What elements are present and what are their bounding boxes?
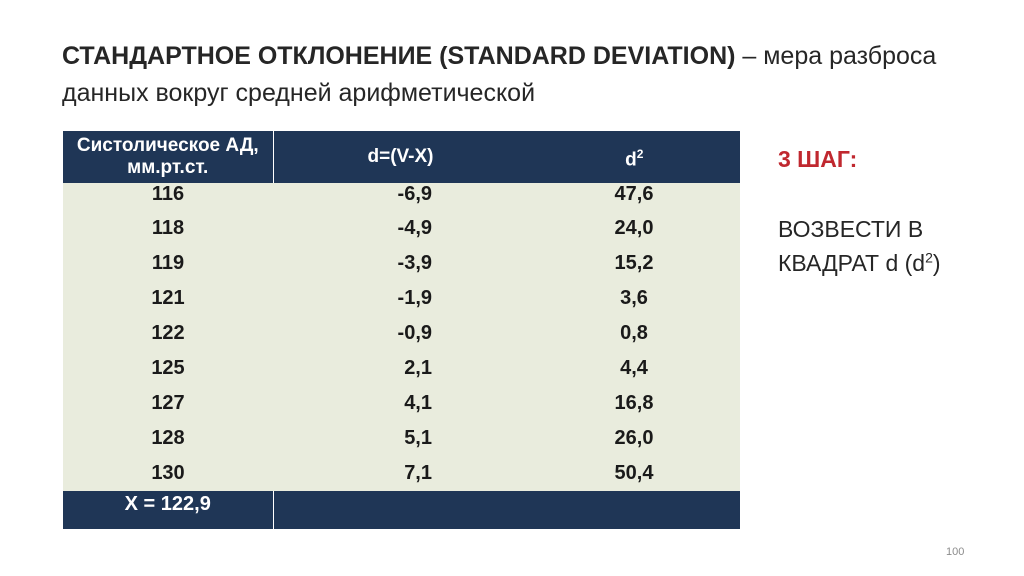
cell-blood-pressure: 119	[63, 246, 273, 281]
table-row: 121 -1,9 3,6	[63, 281, 740, 316]
slide-title-bold: СТАНДАРТНОЕ ОТКЛОНЕНИЕ (STANDARD DEVIATI…	[62, 42, 736, 70]
cell-deviation: -0,9	[273, 316, 528, 351]
table-row: 119 -3,9 15,2	[63, 246, 740, 281]
cell-deviation: 4,1	[273, 386, 528, 421]
page-number: 100	[946, 546, 965, 558]
cell-squared-deviation: 0,8	[528, 316, 740, 351]
cell-squared-deviation: 24,0	[528, 211, 740, 246]
table-row: 130 7,1 50,4	[63, 456, 740, 491]
header-blood-pressure: Систолическое АД, мм.рт.ст.	[63, 131, 274, 183]
cell-squared-deviation: 47,6	[528, 183, 740, 211]
cell-deviation: 2,1	[273, 351, 528, 386]
cell-deviation: 7,1	[273, 456, 528, 491]
slide-title: СТАНДАРТНОЕ ОТКЛОНЕНИЕ (STANDARD DEVIATI…	[62, 38, 982, 112]
footer-empty	[273, 491, 740, 529]
cell-blood-pressure: 128	[63, 421, 273, 456]
cell-blood-pressure: 130	[63, 456, 273, 491]
mean-value: X = 122,9	[63, 491, 274, 529]
step-instruction-text: ВОЗВЕСТИ В КВАДРАТ d (d	[778, 216, 926, 276]
cell-deviation: -1,9	[273, 281, 528, 316]
step-heading: 3 ШАГ:	[778, 146, 858, 172]
header-squared-base: d	[625, 149, 637, 171]
slide-title-rest: – мера разброса данных вокруг средней ар…	[62, 42, 937, 107]
deviation-table: Систолическое АД, мм.рт.ст. d=(V-X) d2 1…	[63, 131, 740, 529]
cell-deviation: 5,1	[273, 421, 528, 456]
header-deviation: d=(V-X)	[273, 131, 529, 183]
cell-deviation: -3,9	[273, 246, 528, 281]
cell-squared-deviation: 50,4	[528, 456, 740, 491]
step-instruction-sup: 2	[925, 249, 933, 266]
cell-blood-pressure: 125	[63, 351, 273, 386]
cell-squared-deviation: 4,4	[528, 351, 740, 386]
cell-deviation: -6,9	[273, 183, 528, 211]
cell-squared-deviation: 3,6	[528, 281, 740, 316]
step-instruction-end: )	[932, 250, 941, 276]
cell-blood-pressure: 116	[63, 183, 273, 211]
table-row: 116 -6,9 47,6	[63, 183, 740, 211]
table-row: 118 -4,9 24,0	[63, 211, 740, 246]
cell-deviation: -4,9	[273, 211, 528, 246]
table-row: 125 2,1 4,4	[63, 351, 740, 386]
table-row: 128 5,1 26,0	[63, 421, 740, 456]
cell-blood-pressure: 121	[63, 281, 273, 316]
header-squared-sup: 2	[636, 146, 644, 161]
cell-squared-deviation: 26,0	[528, 421, 740, 456]
table-row: 127 4,1 16,8	[63, 386, 740, 421]
step-instruction: ВОЗВЕСТИ В КВАДРАТ d (d2)	[778, 212, 998, 280]
cell-blood-pressure: 127	[63, 386, 273, 421]
cell-squared-deviation: 15,2	[528, 246, 740, 281]
cell-squared-deviation: 16,8	[528, 386, 740, 421]
header-squared-deviation: d2	[528, 131, 740, 183]
cell-blood-pressure: 122	[63, 316, 273, 351]
cell-blood-pressure: 118	[63, 211, 273, 246]
table-header-row: Систолическое АД, мм.рт.ст. d=(V-X) d2	[63, 131, 740, 183]
table-footer-row: X = 122,9	[63, 491, 740, 529]
table-row: 122 -0,9 0,8	[63, 316, 740, 351]
